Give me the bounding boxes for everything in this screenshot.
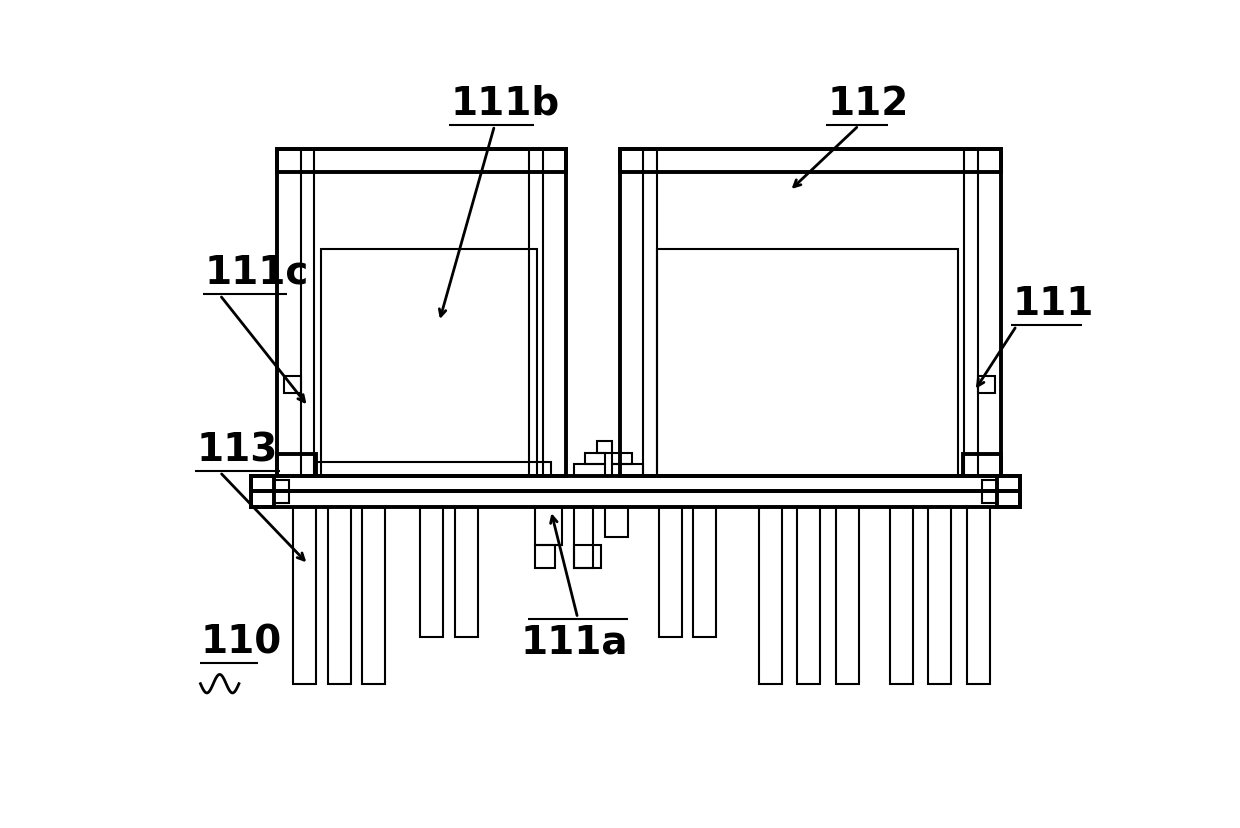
Text: 113: 113 bbox=[197, 431, 278, 469]
Bar bbox=[613, 453, 631, 465]
Bar bbox=[693, 507, 717, 638]
Bar bbox=[278, 149, 567, 476]
Bar bbox=[620, 149, 1001, 172]
Bar bbox=[658, 507, 682, 638]
Text: 111b: 111b bbox=[450, 84, 560, 123]
Bar bbox=[536, 546, 554, 569]
Bar bbox=[321, 249, 537, 476]
Text: 111c: 111c bbox=[205, 253, 309, 291]
Bar bbox=[327, 507, 351, 684]
Bar bbox=[250, 476, 1021, 492]
Bar bbox=[250, 476, 274, 507]
Bar bbox=[797, 507, 821, 684]
Bar bbox=[250, 492, 1021, 507]
Bar bbox=[316, 462, 551, 476]
Bar bbox=[962, 455, 1001, 476]
Bar bbox=[967, 507, 990, 684]
Bar bbox=[420, 507, 443, 638]
Bar bbox=[274, 480, 289, 503]
Bar bbox=[596, 441, 613, 453]
Bar bbox=[536, 507, 563, 546]
Bar bbox=[759, 507, 781, 684]
Bar bbox=[574, 465, 605, 476]
Bar bbox=[982, 480, 997, 503]
Bar bbox=[657, 249, 959, 476]
Bar bbox=[978, 376, 994, 393]
Bar bbox=[455, 507, 477, 638]
Bar bbox=[293, 507, 316, 684]
Bar bbox=[585, 453, 605, 465]
Text: 111: 111 bbox=[1013, 285, 1094, 322]
Bar bbox=[362, 507, 386, 684]
Text: 112: 112 bbox=[828, 84, 909, 123]
Bar bbox=[836, 507, 859, 684]
Bar bbox=[997, 476, 1021, 507]
Bar bbox=[613, 465, 644, 476]
Bar bbox=[574, 507, 593, 569]
Bar bbox=[605, 507, 627, 537]
Text: 110: 110 bbox=[201, 623, 281, 661]
Bar bbox=[574, 546, 601, 569]
Bar bbox=[620, 149, 1001, 476]
Bar bbox=[284, 376, 300, 393]
Bar bbox=[278, 455, 316, 476]
Bar bbox=[278, 149, 567, 172]
Bar bbox=[928, 507, 951, 684]
Text: 111a: 111a bbox=[520, 623, 627, 660]
Bar bbox=[889, 507, 913, 684]
